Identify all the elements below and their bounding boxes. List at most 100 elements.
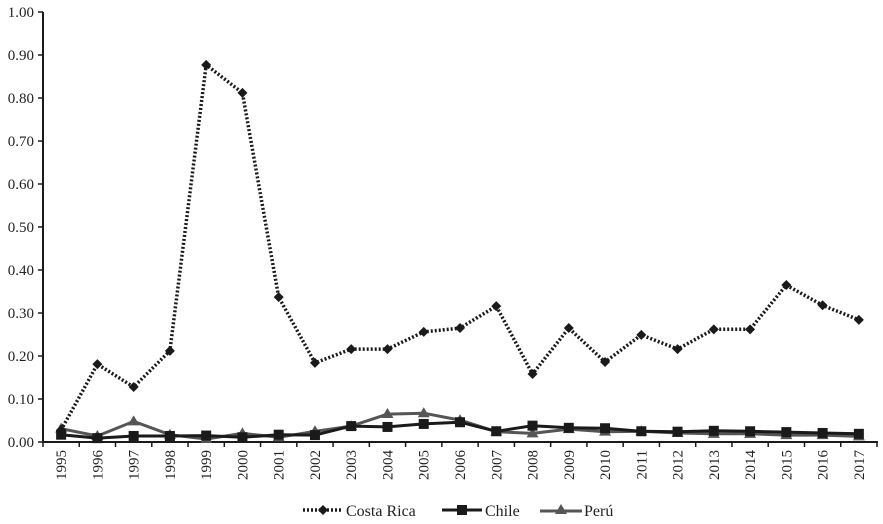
x-tick-label: 2015 xyxy=(779,450,795,480)
square-marker-icon xyxy=(237,432,248,443)
x-tick-label: 2001 xyxy=(272,450,288,480)
x-tick-label: 2009 xyxy=(562,450,578,480)
x-tick-label: 2003 xyxy=(344,450,360,480)
x-tick-label: 2017 xyxy=(852,450,868,481)
diamond-marker-icon xyxy=(853,314,864,325)
legend-item-chile: Chile xyxy=(442,503,520,520)
y-tick-label: 0.20 xyxy=(8,349,34,365)
diamond-marker-icon xyxy=(672,344,683,355)
square-marker-icon xyxy=(600,423,611,434)
x-tick-label: 1999 xyxy=(199,450,215,480)
legend: Costa Rica Chile Perú xyxy=(303,503,613,520)
x-tick-label: 2014 xyxy=(743,450,759,481)
x-tick-label: 2002 xyxy=(308,450,324,480)
y-tick-label: 0.60 xyxy=(8,177,34,193)
y-tick-label: 0.50 xyxy=(8,220,34,236)
legend-label-costa-rica: Costa Rica xyxy=(346,503,416,520)
y-tick-label: 0.90 xyxy=(8,48,34,64)
legend-label-chile: Chile xyxy=(485,503,520,520)
square-marker-icon xyxy=(128,430,139,441)
y-tick-label: 0.80 xyxy=(8,91,34,107)
series-line xyxy=(59,63,860,431)
diamond-marker-icon xyxy=(745,324,756,335)
square-marker-icon xyxy=(708,425,719,436)
legend-item-costa-rica: Costa Rica xyxy=(303,503,416,520)
diamond-marker-icon xyxy=(92,359,103,370)
triangle-marker-icon xyxy=(381,408,394,419)
triangle-marker-icon xyxy=(417,407,430,418)
diamond-marker-icon xyxy=(273,292,284,303)
diamond-marker-icon xyxy=(309,357,320,368)
square-marker-icon xyxy=(201,430,212,441)
x-axis: 1995 1996 1997 1998 1999 2000 2001 2002 2003 2004… xyxy=(42,441,878,481)
square-marker-icon xyxy=(273,429,284,440)
x-tick-label: 2005 xyxy=(417,450,433,480)
series-chile xyxy=(56,417,864,444)
diamond-marker-icon xyxy=(128,381,139,392)
y-tick-label: 0.70 xyxy=(8,134,34,150)
square-marker-icon xyxy=(672,426,683,437)
diamond-marker-icon xyxy=(382,344,393,355)
square-marker-icon xyxy=(164,430,175,441)
diamond-marker-icon xyxy=(563,323,574,334)
diamond-marker-icon xyxy=(418,326,429,337)
legend-label-peru: Perú xyxy=(584,503,613,520)
legend-item-peru: Perú xyxy=(540,503,613,520)
x-tick-label: 2016 xyxy=(816,450,832,481)
x-tick-label: 2013 xyxy=(707,450,723,480)
square-marker-icon xyxy=(817,427,828,438)
square-marker-icon xyxy=(491,426,502,437)
diamond-marker-icon xyxy=(781,280,792,291)
square-marker-icon xyxy=(781,427,792,438)
diamond-marker-icon xyxy=(527,369,538,380)
x-tick-label: 2000 xyxy=(235,450,251,480)
square-marker-icon xyxy=(346,421,357,432)
square-marker-icon xyxy=(853,428,864,439)
diamond-marker-icon xyxy=(237,87,248,98)
square-marker-icon xyxy=(92,433,103,444)
square-marker-icon xyxy=(418,418,429,429)
diamond-marker-icon xyxy=(346,344,357,355)
y-tick-label: 0.30 xyxy=(8,306,34,322)
square-marker-icon xyxy=(455,417,465,428)
diamond-marker-icon xyxy=(708,324,719,335)
triangle-marker-icon xyxy=(127,415,140,426)
y-tick-label: 0.10 xyxy=(8,392,34,408)
diamond-marker-icon xyxy=(56,424,67,435)
x-tick-label: 2010 xyxy=(598,450,614,480)
series-layer xyxy=(55,59,865,444)
triangle-marker-icon xyxy=(555,504,567,514)
square-marker-icon xyxy=(382,421,393,432)
series-costa-rica xyxy=(56,59,864,435)
diamond-marker-icon xyxy=(318,505,328,515)
x-tick-label: 2011 xyxy=(634,450,650,479)
square-marker-icon xyxy=(527,420,538,431)
square-marker-icon xyxy=(563,422,574,433)
y-axis: 0.00 0.10 0.20 0.30 0.40 0.50 0.60 0.70 0.80 0.90… xyxy=(8,5,44,451)
x-tick-label: 1995 xyxy=(54,450,70,480)
diamond-marker-icon xyxy=(164,345,175,356)
x-tick-label: 1998 xyxy=(163,450,179,480)
square-marker-icon xyxy=(745,426,756,437)
x-tick-label: 2007 xyxy=(489,450,505,481)
diamond-marker-icon xyxy=(636,329,647,340)
y-tick-label: 0.00 xyxy=(8,435,34,451)
x-tick-label: 2012 xyxy=(671,450,687,480)
diamond-marker-icon xyxy=(600,357,611,368)
square-marker-icon xyxy=(309,430,320,441)
diamond-marker-icon xyxy=(455,323,465,334)
y-tick-label: 0.40 xyxy=(8,263,34,279)
square-marker-icon xyxy=(636,426,647,437)
x-tick-label: 2008 xyxy=(526,450,542,480)
y-tick-label: 1.00 xyxy=(8,5,34,21)
diamond-marker-icon xyxy=(491,301,502,312)
x-tick-label: 1996 xyxy=(90,450,106,481)
diamond-marker-icon xyxy=(817,300,828,311)
triangle-marker-icon xyxy=(526,427,539,438)
x-tick-label: 1997 xyxy=(127,450,143,481)
x-tick-label: 2006 xyxy=(453,450,469,481)
square-marker-icon xyxy=(457,505,467,515)
diamond-marker-icon xyxy=(201,59,212,70)
